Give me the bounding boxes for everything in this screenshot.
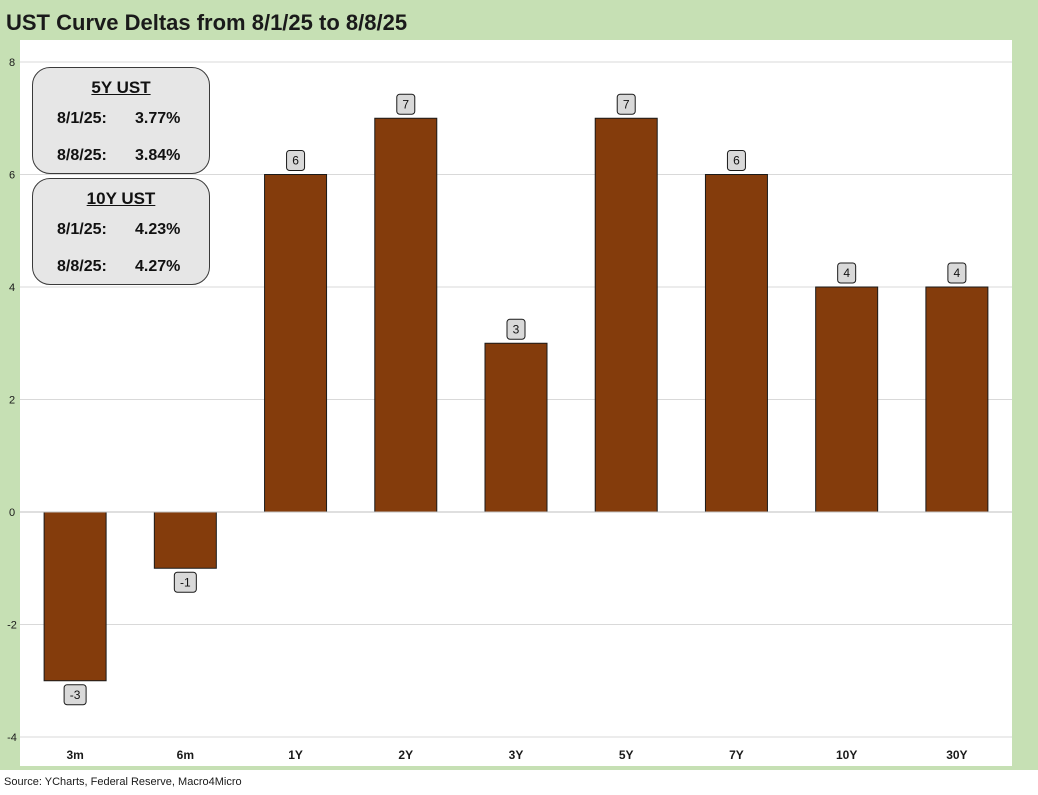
info-box-heading: 5Y UST (91, 78, 151, 97)
data-label-box (837, 262, 857, 284)
info-value: 4.23% (135, 221, 181, 238)
bar (704, 174, 768, 513)
data-label-box (396, 93, 416, 115)
data-label: 7 (623, 97, 630, 111)
y-tick-label: 0 (9, 507, 15, 519)
data-label: 4 (843, 266, 850, 280)
bar (484, 342, 548, 513)
x-tick-label: 3m (66, 748, 83, 762)
bar (43, 511, 107, 682)
data-label: 3 (513, 322, 520, 336)
data-label: 4 (954, 266, 961, 280)
data-label-box (173, 571, 197, 593)
y-tick-label: 6 (9, 170, 15, 182)
x-tick-label: 6m (177, 748, 194, 762)
x-tick-label: 1Y (288, 748, 303, 762)
data-label-box (286, 150, 306, 171)
x-tick-label: 2Y (398, 748, 413, 762)
info-date: 8/1/25: (57, 110, 107, 127)
y-tick-label: -4 (7, 732, 17, 744)
info-value: 4.27% (135, 258, 181, 275)
bar (374, 117, 438, 513)
x-tick-label: 30Y (946, 748, 967, 762)
x-tick-label: 3Y (509, 748, 524, 762)
data-label: -3 (70, 688, 81, 702)
data-label: 6 (292, 154, 299, 168)
data-label: -1 (180, 575, 191, 589)
info-date: 8/8/25: (57, 147, 107, 164)
data-label: 6 (733, 154, 740, 168)
data-label-box (947, 262, 967, 284)
y-tick-label: 8 (9, 57, 15, 69)
info-box-row: 8/8/25: 3.84% (57, 147, 180, 165)
info-value: 3.77% (135, 110, 181, 127)
y-tick-label: 2 (9, 395, 15, 407)
data-label: 7 (402, 97, 409, 111)
info-box-heading: 10Y UST (86, 189, 156, 208)
y-tick-label: -2 (7, 620, 17, 632)
chart-title: UST Curve Deltas from 8/1/25 to 8/8/25 (6, 10, 408, 35)
y-tick-label: 4 (9, 282, 15, 294)
info-box-row: 8/1/25: 4.23% (57, 221, 180, 239)
data-label-box (616, 93, 636, 115)
source-note: Source: YCharts, Federal Reserve, Macro4… (4, 776, 242, 788)
bar (264, 174, 328, 513)
data-label-box (63, 684, 87, 706)
info-value: 3.84% (135, 147, 181, 164)
bar (925, 286, 989, 513)
data-label-box (506, 318, 526, 340)
data-label-box (726, 150, 746, 171)
x-tick-label: 10Y (836, 748, 857, 762)
x-tick-label: 7Y (729, 748, 744, 762)
bar (594, 117, 658, 513)
bar (153, 511, 217, 569)
info-box-10y: 10Y UST 8/1/25: 4.23% 8/8/25: 4.27% (32, 178, 210, 285)
info-box-row: 8/1/25: 3.77% (57, 110, 180, 128)
info-box-5y: 5Y UST 8/1/25: 3.77% 8/8/25: 3.84% (32, 67, 210, 174)
info-date: 8/8/25: (57, 258, 107, 275)
info-box-row: 8/8/25: 4.27% (57, 258, 180, 276)
bar (815, 286, 879, 513)
x-tick-label: 5Y (619, 748, 634, 762)
info-date: 8/1/25: (57, 221, 107, 238)
